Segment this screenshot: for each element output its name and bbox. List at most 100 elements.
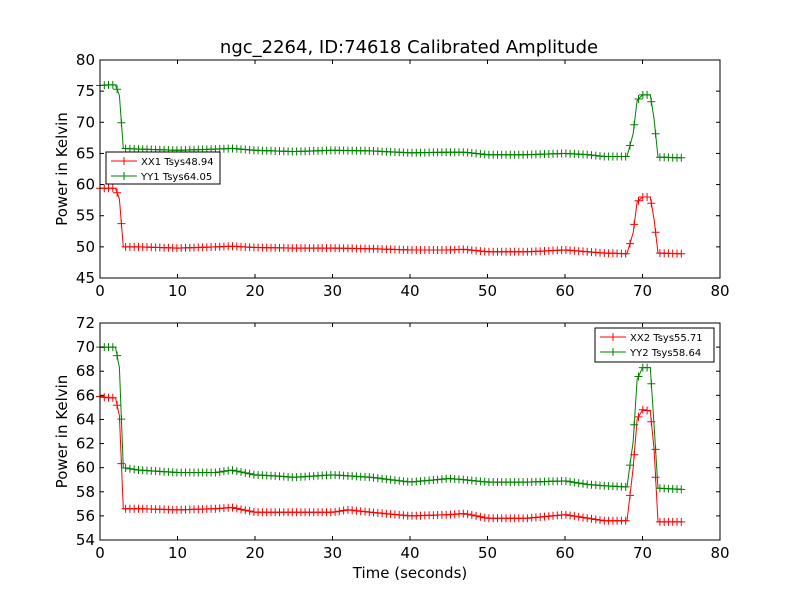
x-tick-label: 20: [245, 282, 264, 300]
legend-label-1: XX2 Tsys55.71: [630, 333, 703, 344]
data-point-marker: [117, 459, 126, 468]
data-point-marker: [108, 184, 117, 193]
plot-bottom: 0 10 20 30 40 50 60 70 80 54 56 58 60 62 64 66 68 70 72 Pow…: [53, 314, 730, 582]
data-point-marker: [125, 464, 134, 473]
data-point-marker: [634, 196, 643, 205]
data-point-marker: [373, 474, 382, 483]
y-tick-label: 50: [76, 238, 95, 256]
legend-marker-2: [120, 172, 128, 180]
data-point-marker: [117, 415, 126, 424]
data-point-marker: [647, 379, 656, 388]
data-point-marker: [630, 220, 639, 229]
legend-label-2: YY2 Tsys58.64: [629, 348, 701, 359]
data-point-marker: [245, 507, 254, 516]
legend-box: [105, 151, 221, 185]
y-tick-label: 55: [76, 207, 95, 225]
y-tick-label: 60: [76, 459, 95, 477]
data-point-marker: [634, 95, 643, 103]
data-point-marker: [626, 239, 634, 248]
x-tick-label: 40: [400, 544, 419, 562]
y-tick-label: 58: [76, 483, 95, 501]
data-point-marker: [643, 193, 652, 201]
data-point-marker: [117, 118, 126, 127]
data-point-marker: [232, 467, 241, 476]
data-point-marker: [626, 461, 634, 470]
x-tick-label: 50: [478, 544, 497, 562]
y-tick-label: 68: [76, 362, 95, 380]
y-tick-label: 70: [76, 338, 95, 356]
data-point-marker: [467, 511, 476, 519]
data-point-marker: [677, 517, 686, 526]
data-point-marker: [386, 475, 395, 484]
data-point-marker: [121, 464, 130, 472]
data-point-marker: [117, 219, 126, 228]
plot-top: 0 10 20 30 40 50 60 70 80 45 50 55 60 65 70 75 80 Power i…: [53, 51, 730, 300]
data-point-marker: [651, 473, 660, 482]
legend-marker-2: [609, 348, 617, 356]
x-tick-label: 10: [168, 282, 187, 300]
y-tick-label: 72: [76, 314, 95, 332]
data-point-marker: [113, 188, 122, 197]
x-tick-label: 80: [710, 282, 729, 300]
x-tick-label: 30: [323, 544, 342, 562]
data-point-marker: [643, 406, 652, 415]
data-point-marker: [574, 479, 583, 488]
y-tick-label: 80: [76, 51, 95, 69]
x-tick-label: 50: [478, 282, 497, 300]
data-point-marker: [647, 199, 656, 208]
data-point-marker: [574, 512, 583, 521]
y-tick-label: 54: [76, 531, 95, 549]
x-axis-label: Time (seconds): [352, 564, 468, 582]
data-point-marker: [677, 249, 686, 258]
legend-box: [594, 327, 715, 363]
data-point-marker: [647, 97, 656, 106]
data-point-marker: [237, 505, 245, 514]
data-point-marker: [472, 511, 481, 520]
y-tick-label: 45: [76, 269, 95, 287]
data-point-marker: [579, 479, 587, 488]
y-tick-label: 75: [76, 82, 95, 100]
x-tick-label: 60: [555, 282, 574, 300]
series-line-2: [100, 346, 682, 490]
y-tick-label: 56: [76, 507, 95, 525]
data-point-marker: [677, 153, 686, 162]
x-tick-label: 30: [323, 282, 342, 300]
data-point-marker: [241, 468, 250, 477]
data-point-marker: [476, 512, 485, 521]
legend-label-2: YY1 Tsys64.05: [140, 172, 212, 183]
data-point-marker: [219, 467, 228, 476]
y-axis-label: Power in Kelvin: [53, 112, 71, 226]
data-point-marker: [677, 485, 686, 494]
y-tick-label: 70: [76, 113, 95, 131]
data-point-marker: [561, 477, 570, 486]
data-point-marker: [621, 482, 630, 491]
data-point-marker: [579, 513, 587, 522]
data-point-marker: [643, 90, 652, 99]
legend-marker-1: [120, 157, 128, 165]
data-point-marker: [566, 511, 575, 520]
data-point-marker: [630, 420, 639, 429]
data-point-marker: [228, 503, 237, 512]
data-point-marker: [241, 506, 250, 515]
data-point-marker: [331, 507, 340, 516]
data-point-marker: [634, 412, 643, 421]
data-point-marker: [245, 469, 254, 478]
data-point-marker: [335, 507, 344, 516]
data-point-marker: [130, 465, 139, 474]
legend-label-1: XX1 Tsys48.94: [141, 157, 214, 168]
x-tick-label: 0: [95, 282, 105, 300]
data-point-marker: [651, 129, 660, 138]
x-tick-label: 80: [710, 544, 729, 562]
data-point-marker: [621, 516, 630, 525]
data-point-marker: [651, 228, 660, 237]
chart-title: ngc_2264, ID:74618 Calibrated Amplitude: [220, 37, 598, 58]
data-point-marker: [108, 343, 117, 352]
y-tick-label: 62: [76, 435, 95, 453]
series-line-1: [99, 396, 682, 523]
x-tick-label: 40: [400, 282, 419, 300]
data-point-marker: [643, 363, 652, 372]
data-point-marker: [113, 351, 122, 360]
data-point-marker: [232, 504, 241, 513]
data-point-marker: [215, 468, 224, 476]
